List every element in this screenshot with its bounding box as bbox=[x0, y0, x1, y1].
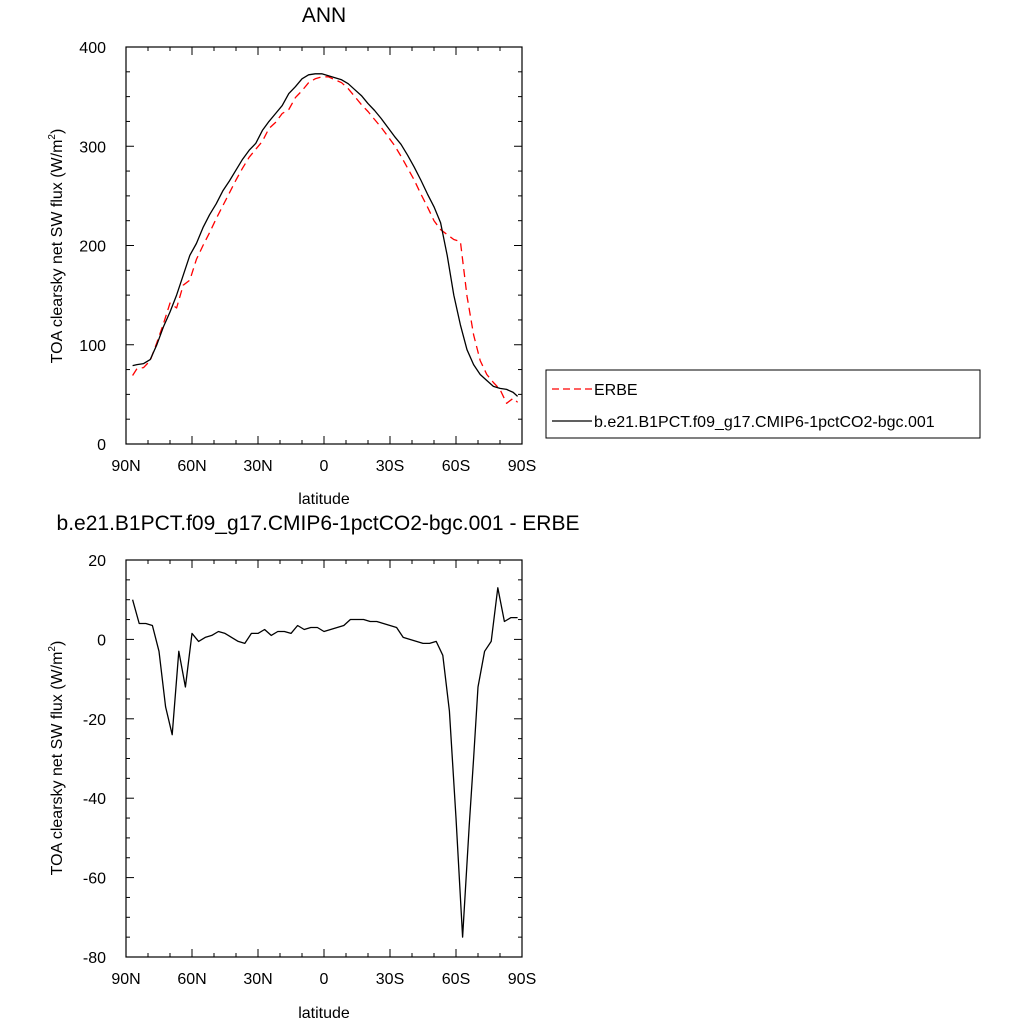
top-ylabel: TOA clearsky net SW flux (W/m2) bbox=[47, 129, 66, 364]
top-y-tick-label: 0 bbox=[97, 437, 106, 454]
top-x-tick-label: 90N bbox=[111, 458, 140, 475]
top-xlabel: latitude bbox=[298, 491, 350, 508]
bottom-ylabel-close: ) bbox=[49, 641, 66, 646]
bottom-ylabel-sup: 2 bbox=[47, 646, 58, 652]
bottom-y-tick-label: -40 bbox=[83, 791, 106, 808]
bottom-y-tick-label: 0 bbox=[97, 632, 106, 649]
bottom-frame bbox=[125, 559, 523, 958]
bottom-y-tick-label: -20 bbox=[83, 712, 106, 729]
bottom-x-tick-label: 60S bbox=[442, 971, 470, 988]
top-x-tick-label: 0 bbox=[320, 458, 329, 475]
bottom-x-tick-label: 60N bbox=[177, 971, 206, 988]
top-ylabel-sup: 2 bbox=[47, 134, 58, 140]
bottom-plot-area: 90N 60N 30N 0 30S 60S 90S -80 -60 -40 -20 0 20 bbox=[83, 553, 536, 988]
top-title: ANN bbox=[302, 4, 346, 27]
top-y-tick-label: 400 bbox=[79, 40, 106, 57]
top-x-tick-label: 60S bbox=[442, 458, 470, 475]
top-ylabel-text: TOA clearsky net SW flux (W/m bbox=[49, 140, 66, 364]
top-y-tick-label: 300 bbox=[79, 139, 106, 156]
bottom-x-tick-label: 30S bbox=[376, 971, 404, 988]
top-ylabel-close: ) bbox=[49, 129, 66, 134]
bottom-y-tick-label: -80 bbox=[83, 950, 106, 967]
bottom-x-tick-label: 30N bbox=[243, 971, 272, 988]
legend-box bbox=[545, 369, 981, 439]
bottom-y-tick-label: -60 bbox=[83, 871, 106, 888]
bottom-ylabel: TOA clearsky net SW flux (W/m2) bbox=[47, 641, 66, 876]
top-x-tick-label: 90S bbox=[508, 458, 536, 475]
bottom-series-line-1 bbox=[131, 587, 518, 938]
legend-erbe-label: ERBE bbox=[594, 382, 638, 399]
top-x-tick-label: 30N bbox=[243, 458, 272, 475]
bottom-x-tick-label: 90S bbox=[508, 971, 536, 988]
top-y-tick-label: 200 bbox=[79, 239, 106, 256]
panel-top: ANN 90N 60N 30N 0 30S 60S 90S 0 100 200 300 400 lat… bbox=[47, 4, 536, 508]
top-series-line-1 bbox=[132, 76, 519, 404]
top-x-tick-label: 30S bbox=[376, 458, 404, 475]
top-series-line-2 bbox=[132, 73, 519, 397]
top-x-tick-label: 60N bbox=[177, 458, 206, 475]
bottom-xlabel: latitude bbox=[298, 1005, 350, 1022]
top-y-tick-label: 100 bbox=[79, 338, 106, 355]
legend: ERBE b.e21.B1PCT.f09_g17.CMIP6-1pctCO2-b… bbox=[545, 369, 981, 439]
legend-model-label: b.e21.B1PCT.f09_g17.CMIP6-1pctCO2-bgc.00… bbox=[594, 414, 935, 431]
bottom-ylabel-text: TOA clearsky net SW flux (W/m bbox=[49, 652, 66, 876]
bottom-x-tick-label: 90N bbox=[111, 971, 140, 988]
bottom-title: b.e21.B1PCT.f09_g17.CMIP6-1pctCO2-bgc.00… bbox=[57, 512, 580, 535]
panel-bottom: b.e21.B1PCT.f09_g17.CMIP6-1pctCO2-bgc.00… bbox=[47, 512, 579, 1022]
top-plot-area: 90N 60N 30N 0 30S 60S 90S 0 100 200 300 400 bbox=[79, 40, 536, 475]
bottom-x-tick-label: 0 bbox=[320, 971, 329, 988]
bottom-y-tick-label: 20 bbox=[88, 553, 106, 570]
top-frame bbox=[125, 46, 523, 445]
